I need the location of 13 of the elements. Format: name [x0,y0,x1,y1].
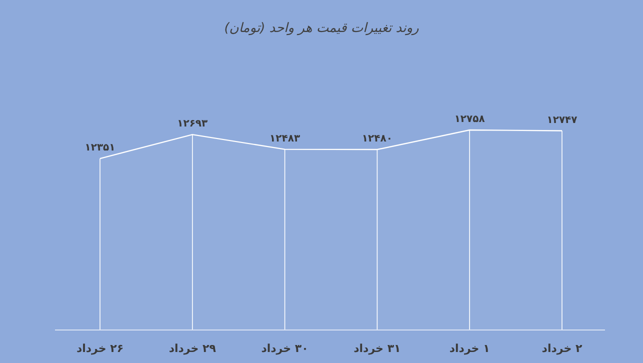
chart-title: روند تغییرات قیمت هر واحد (تومان) [224,21,420,36]
data-label: ۱۲۶۹۳ [177,118,208,130]
data-label: ۱۲۷۵۸ [454,114,485,125]
data-label: ۱۲۴۸۰ [362,134,392,145]
x-tick-label: ۱ خرداد [449,342,490,355]
x-tick-label: ۳۰ خرداد [261,342,308,355]
x-tick-label: ۳۱ خرداد [354,342,401,355]
data-label: ۱۲۴۸۳ [270,133,300,144]
data-label: ۱۲۷۴۷ [546,114,578,126]
data-label: ۱۲۳۵۱ [84,142,116,154]
x-tick-label: ۲۹ خرداد [168,342,216,355]
x-tick-label: ۲۶ خرداد [76,342,124,355]
x-tick-label: ۲ خرداد [542,342,582,355]
